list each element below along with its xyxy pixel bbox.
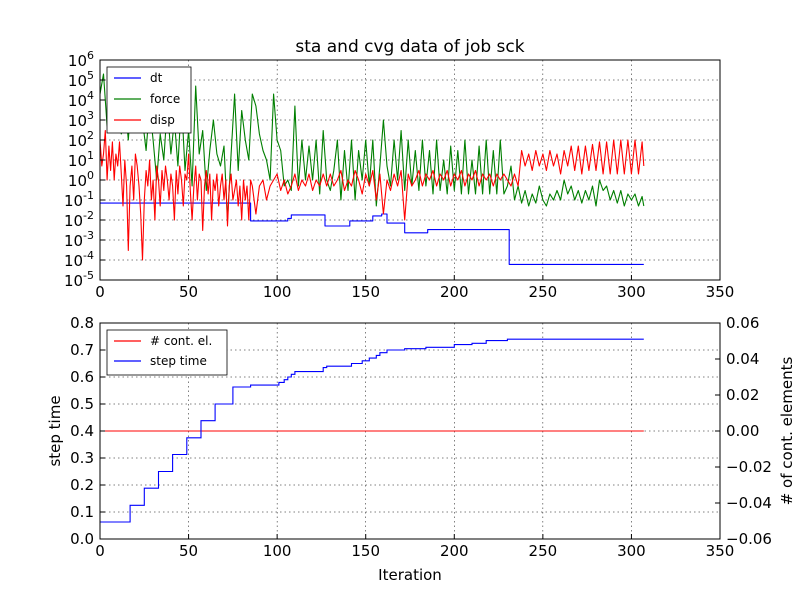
bottom-y-tick-label: 0.4 bbox=[70, 422, 94, 440]
bottom-legend-label: step time bbox=[150, 354, 207, 368]
bottom-x-tick-label: 0 bbox=[95, 542, 105, 560]
top-y-tick-label: 104 bbox=[68, 89, 94, 110]
top-x-tick-label: 50 bbox=[179, 283, 198, 301]
top-y-tick-label: 10-2 bbox=[64, 209, 94, 230]
top-y-tick-label: 10-3 bbox=[64, 229, 94, 250]
bottom-y-tick-label: 0.3 bbox=[70, 449, 94, 467]
top-y-tick-label: 102 bbox=[68, 129, 94, 150]
bottom-series-group bbox=[100, 338, 644, 523]
top-y-tick-label: 105 bbox=[68, 69, 94, 90]
bottom-y-tick-label: 0.2 bbox=[70, 476, 94, 494]
top-series-dt-line bbox=[100, 202, 644, 265]
bottom-legend-box bbox=[106, 329, 228, 376]
top-x-tick-label: 100 bbox=[263, 283, 292, 301]
y-axis-label: step time bbox=[46, 395, 64, 466]
bottom-ticks: 0 50 100 150 200 250 300 350 0.0 0.1 0.2 0.3 0.4 0.5 0… bbox=[70, 314, 772, 560]
bottom-x-tick-label: 200 bbox=[440, 542, 469, 560]
bottom-x-tick-label: 150 bbox=[351, 542, 380, 560]
top-y-tick-label: 10-1 bbox=[64, 189, 94, 210]
top-ticks: 0 50 100 150 200 250 300 350 10-510-410-310-210-… bbox=[64, 49, 734, 301]
bottom-series-step-time-line bbox=[100, 338, 644, 523]
bottom-y-tick-label: 0.6 bbox=[70, 368, 94, 386]
bottom-x-tick-label: 100 bbox=[263, 542, 292, 560]
top-legend-label-dt: dt bbox=[150, 71, 163, 85]
top-x-tick-label: 150 bbox=[351, 283, 380, 301]
bottom-x-tick-label: 300 bbox=[617, 542, 646, 560]
top-y-tick-label: 103 bbox=[68, 109, 94, 130]
bottom-y2-tick-label: 0.00 bbox=[726, 422, 759, 440]
top-x-tick-label: 350 bbox=[706, 283, 735, 301]
top-y-tick-label: 10-5 bbox=[64, 269, 94, 290]
top-y-tick-label: 101 bbox=[68, 149, 94, 170]
y2-axis-label: # of cont. elements bbox=[778, 357, 796, 506]
bottom-y-tick-label: 0.8 bbox=[70, 314, 94, 332]
bottom-legend-label: # cont. el. bbox=[150, 334, 212, 348]
bottom-legend: # cont. el. step time bbox=[106, 329, 228, 376]
bottom-y2-tick-label: −0.06 bbox=[726, 530, 772, 548]
bottom-x-tick-label: 50 bbox=[179, 542, 198, 560]
chart-title: sta and cvg data of job sck bbox=[295, 37, 524, 57]
top-x-tick-label: 300 bbox=[617, 283, 646, 301]
top-series-group bbox=[100, 73, 645, 265]
bottom-y2-tick-label: −0.02 bbox=[726, 458, 772, 476]
top-plot-frame bbox=[99, 59, 721, 281]
top-series-force-line bbox=[100, 73, 645, 221]
top-x-tick-label: 200 bbox=[440, 283, 469, 301]
top-x-tick-label: 0 bbox=[95, 283, 105, 301]
bottom-y-tick-label: 0.5 bbox=[70, 395, 94, 413]
top-y-tick-label: 100 bbox=[68, 169, 94, 190]
top-legend: dt force disp bbox=[106, 66, 192, 134]
bottom-y-tick-label: 0.0 bbox=[70, 530, 94, 548]
bottom-y2-tick-label: −0.04 bbox=[726, 494, 772, 512]
top-y-tick-label: 106 bbox=[68, 49, 94, 70]
bottom-y2-tick-label: 0.04 bbox=[726, 350, 759, 368]
top-legend-label-force: force bbox=[150, 92, 180, 106]
x-axis-label: Iteration bbox=[378, 566, 442, 584]
top-legend-label-disp: disp bbox=[150, 113, 175, 127]
bottom-y2-tick-label: 0.06 bbox=[726, 314, 759, 332]
bottom-y-tick-label: 0.1 bbox=[70, 503, 94, 521]
bottom-x-tick-label: 250 bbox=[529, 542, 558, 560]
bottom-x-tick-label: 350 bbox=[706, 542, 735, 560]
top-x-tick-label: 250 bbox=[529, 283, 558, 301]
bottom-y-tick-label: 0.7 bbox=[70, 341, 94, 359]
top-y-tick-label: 10-4 bbox=[64, 249, 94, 270]
top-series-disp-line bbox=[100, 129, 645, 261]
bottom-y2-tick-label: 0.02 bbox=[726, 386, 759, 404]
